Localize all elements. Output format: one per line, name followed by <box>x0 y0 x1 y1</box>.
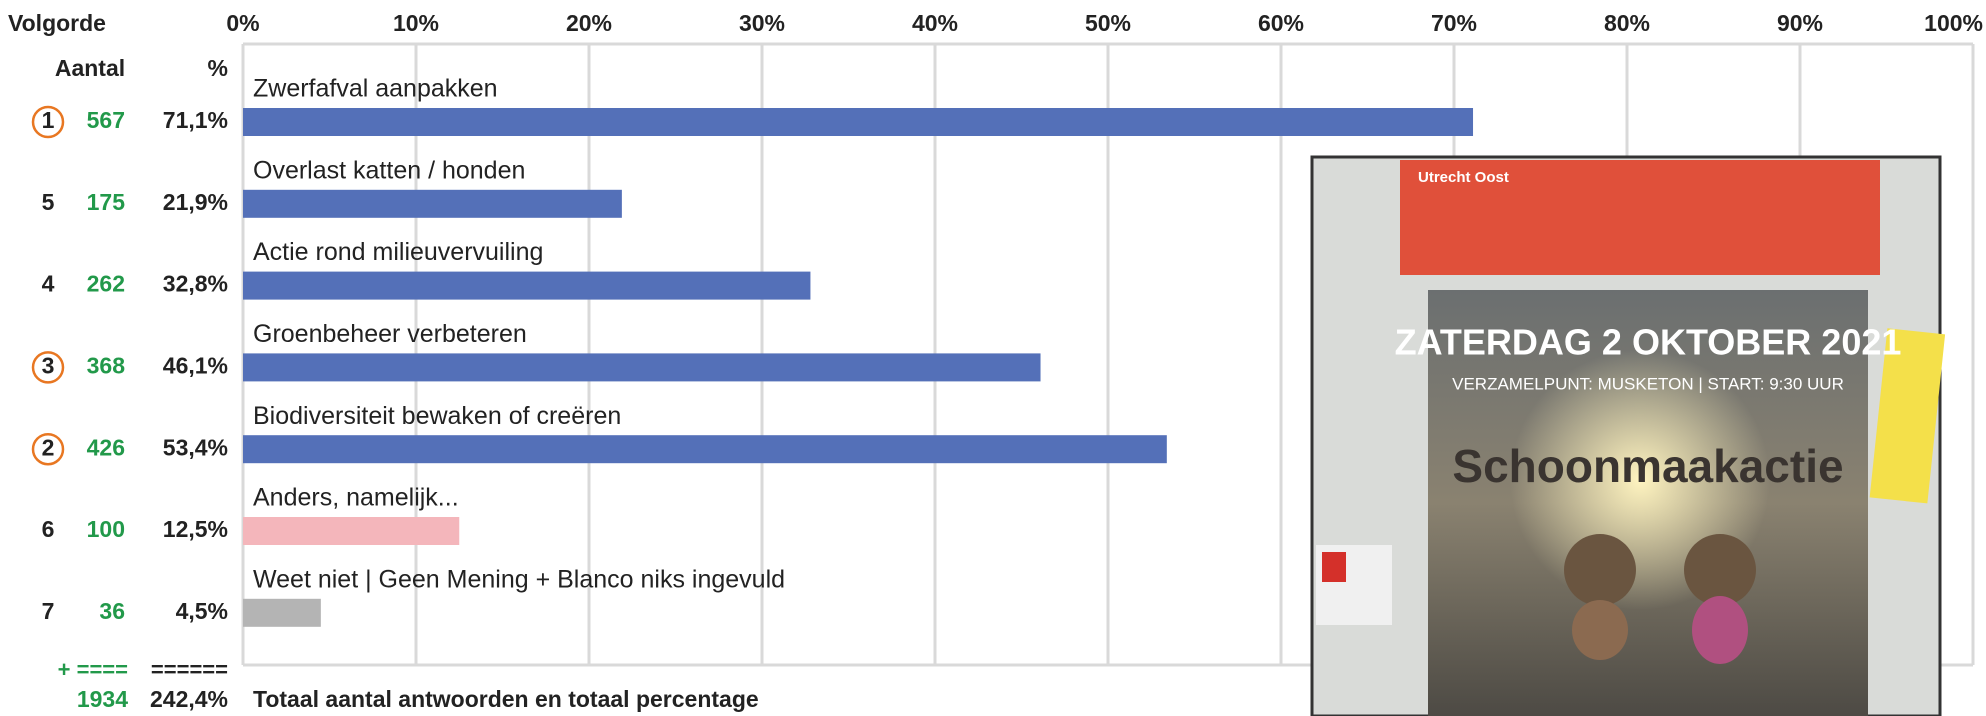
count-label: 426 <box>87 434 125 460</box>
category-label: Anders, namelijk... <box>253 484 459 512</box>
photo-text: ZATERDAG 2 OKTOBER 2021 <box>1395 322 1902 363</box>
sum-line-count: + ==== <box>58 657 128 682</box>
order-number: 6 <box>42 516 55 542</box>
value-label: 21,9% <box>163 189 228 215</box>
x-tick-label: 80% <box>1604 10 1650 36</box>
value-label: 53,4% <box>163 434 228 460</box>
count-label: 368 <box>87 352 126 378</box>
value-label: 71,1% <box>163 107 228 133</box>
total-text: Totaal aantal antwoorden en totaal perce… <box>253 686 759 712</box>
x-tick-label: 10% <box>393 10 439 36</box>
x-tick-label: 30% <box>739 10 785 36</box>
x-tick-label: 70% <box>1431 10 1477 36</box>
order-number: 7 <box>42 598 55 624</box>
x-tick-label: 60% <box>1258 10 1304 36</box>
category-label: Zwerfafval aanpakken <box>253 75 498 103</box>
count-label: 262 <box>87 271 125 297</box>
order-number: 4 <box>42 271 55 297</box>
category-label: Overlast katten / honden <box>253 156 525 184</box>
value-label: 46,1% <box>163 352 228 378</box>
total-percent: 242,4% <box>150 686 228 712</box>
bar <box>243 353 1041 382</box>
value-label: 4,5% <box>176 598 228 624</box>
total-count: 1934 <box>77 686 128 712</box>
value-label: 32,8% <box>163 271 228 297</box>
x-tick-label: 40% <box>912 10 958 36</box>
category-label: Groenbeheer verbeteren <box>253 320 527 348</box>
count-label: 100 <box>87 516 125 542</box>
photo-text: Utrecht Oost <box>1418 169 1509 186</box>
order-circle <box>31 432 65 466</box>
order-number: 3 <box>42 352 55 378</box>
photo-text: VERZAMELPUNT: MUSKETON | START: 9:30 UUR <box>1452 374 1844 393</box>
category-label: Biodiversiteit bewaken of creëren <box>253 402 621 430</box>
bar <box>243 108 1474 136</box>
x-tick-label: 100% <box>1924 10 1983 36</box>
bar <box>243 435 1167 464</box>
count-label: 36 <box>99 598 125 624</box>
header-percent: % <box>208 55 228 81</box>
photo: Utrecht Oost ZATERDAG 2 OKTOBER 2021 VER… <box>1310 155 1946 716</box>
sum-line-percent: ====== <box>151 657 228 682</box>
header-order: Volgorde <box>8 10 106 36</box>
x-tick-label: 0% <box>226 10 259 36</box>
order-circle <box>31 351 65 384</box>
order-number: 5 <box>42 189 55 215</box>
bar <box>243 189 622 218</box>
x-tick-label: 50% <box>1085 10 1131 36</box>
count-label: 567 <box>87 107 125 133</box>
header-count: Aantal <box>55 55 125 81</box>
count-label: 175 <box>87 189 126 215</box>
bar <box>243 598 321 627</box>
value-label: 12,5% <box>163 516 228 542</box>
order-number: 2 <box>42 434 55 460</box>
photo-text: Schoonmaakactie <box>1452 440 1843 492</box>
bar <box>243 517 460 545</box>
x-tick-label: 20% <box>566 10 612 36</box>
order-number: 1 <box>42 107 55 133</box>
bar <box>243 271 811 300</box>
x-tick-label: 90% <box>1777 10 1823 36</box>
category-label: Actie rond milieuvervuiling <box>253 238 543 266</box>
order-circle <box>31 105 65 139</box>
category-label: Weet niet | Geen Mening + Blanco niks in… <box>253 565 785 593</box>
